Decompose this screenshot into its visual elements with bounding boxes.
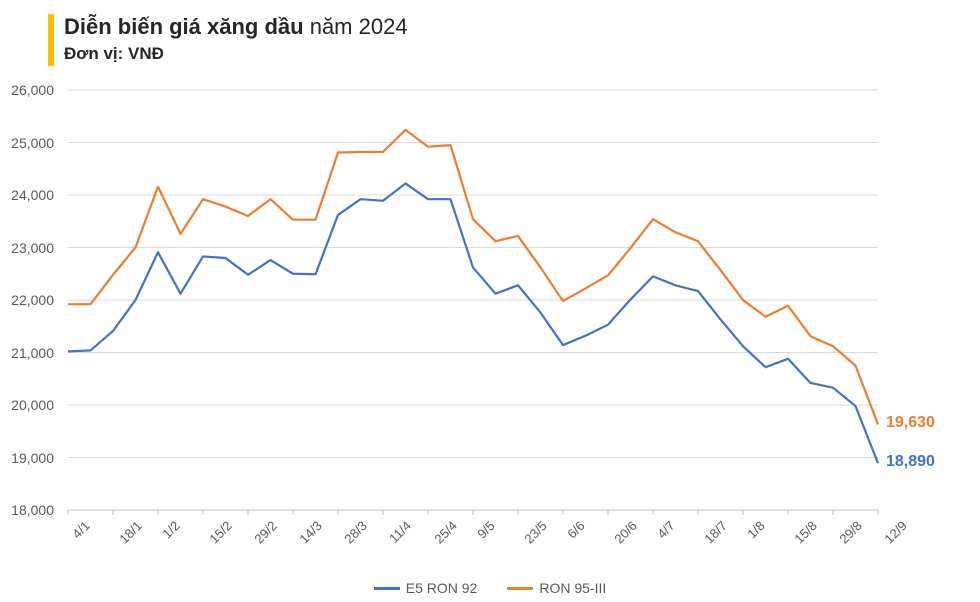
x-tick-label: 14/3 bbox=[296, 518, 325, 547]
plot-area bbox=[68, 90, 878, 510]
x-tick-label: 11/4 bbox=[386, 518, 414, 546]
x-axis: 4/1 18/1 1/2 15/2 29/2 14/3 28/3 11/4 25/4 9/5 23/… bbox=[68, 510, 878, 570]
y-tick-label: 19,000 bbox=[11, 450, 54, 466]
x-tick-label: 12/9 bbox=[881, 518, 910, 547]
legend-label: RON 95-III bbox=[539, 580, 606, 596]
y-tick-label: 24,000 bbox=[11, 187, 54, 203]
x-tick-label: 4/1 bbox=[69, 518, 92, 541]
x-tick-label: 20/6 bbox=[611, 518, 640, 547]
series-end-label: 18,890 bbox=[886, 453, 935, 471]
y-axis: 18,00019,00020,00021,00022,00023,00024,0… bbox=[0, 90, 60, 510]
x-tick-label: 1/2 bbox=[159, 518, 182, 541]
x-tick-label: 6/6 bbox=[564, 518, 587, 541]
legend: E5 RON 92 RON 95-III bbox=[0, 580, 980, 596]
y-tick-label: 26,000 bbox=[11, 82, 54, 98]
chart-title-block: Diễn biến giá xăng dầu năm 2024 Đơn vị: … bbox=[48, 14, 408, 66]
legend-swatch bbox=[507, 587, 533, 590]
x-tick-label: 18/1 bbox=[116, 518, 145, 547]
legend-item: RON 95-III bbox=[507, 580, 606, 596]
series-line bbox=[68, 183, 878, 463]
y-tick-label: 21,000 bbox=[11, 345, 54, 361]
x-tick-label: 1/8 bbox=[744, 518, 767, 541]
y-tick-label: 25,000 bbox=[11, 135, 54, 151]
legend-item: E5 RON 92 bbox=[374, 580, 478, 596]
series-end-label: 19,630 bbox=[886, 414, 935, 432]
chart-title-rest: năm 2024 bbox=[304, 14, 408, 39]
y-tick-label: 20,000 bbox=[11, 397, 54, 413]
title-accent-bar bbox=[48, 14, 54, 66]
x-tick-label: 18/7 bbox=[701, 518, 730, 547]
x-tick-label: 4/7 bbox=[654, 518, 677, 541]
x-tick-label: 15/8 bbox=[791, 518, 820, 547]
chart-subtitle: Đơn vị: VNĐ bbox=[64, 44, 408, 64]
chart-title: Diễn biến giá xăng dầu năm 2024 bbox=[64, 14, 408, 40]
y-tick-label: 23,000 bbox=[11, 240, 54, 256]
chart-title-bold: Diễn biến giá xăng dầu bbox=[64, 14, 304, 39]
x-tick-label: 29/8 bbox=[836, 518, 865, 547]
x-tick-label: 9/5 bbox=[474, 518, 497, 541]
x-tick-label: 25/4 bbox=[431, 518, 460, 547]
x-tick-label: 29/2 bbox=[251, 518, 280, 547]
x-tick-label: 28/3 bbox=[341, 518, 370, 547]
fuel-price-chart: Diễn biến giá xăng dầu năm 2024 Đơn vị: … bbox=[0, 0, 980, 602]
plot-svg bbox=[68, 90, 878, 510]
y-tick-label: 22,000 bbox=[11, 292, 54, 308]
legend-swatch bbox=[374, 587, 400, 590]
title-text: Diễn biến giá xăng dầu năm 2024 Đơn vị: … bbox=[64, 14, 408, 64]
x-tick-label: 23/5 bbox=[521, 518, 550, 547]
legend-label: E5 RON 92 bbox=[406, 580, 478, 596]
y-tick-label: 18,000 bbox=[11, 502, 54, 518]
x-tick-label: 15/2 bbox=[206, 518, 235, 547]
